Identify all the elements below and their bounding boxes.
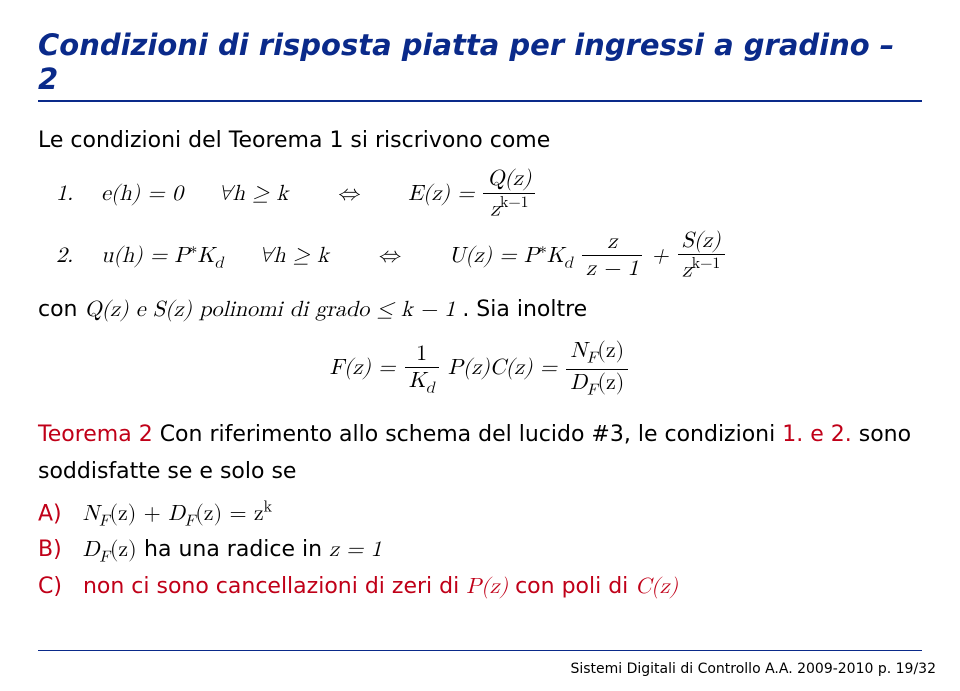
cond-2-plus: + (651, 245, 668, 267)
cond-2-frac1: z z − 1 (582, 230, 643, 281)
cond-2-frac1-den: z − 1 (582, 256, 643, 281)
item-b: B) DF(z) ha una radice in z = 1 (38, 537, 922, 567)
cond-1-label: 1. (56, 183, 73, 205)
footer-text: Sistemi Digitali di Controllo A.A. 2009-… (570, 661, 936, 677)
poly-post: . Sia inoltre (462, 297, 587, 322)
cond-2-lhs: u(h) = P∗Kd (101, 245, 230, 267)
cond-2-rhs: U(z) = P∗Kd (449, 245, 580, 267)
item-a: A) NF(z) + DF(z) = zk (38, 499, 922, 532)
fz-frac1-num: 1 (405, 342, 439, 368)
cond-1-quant: ∀h ≥ k (218, 183, 288, 205)
item-b-text: ha una radice in (144, 537, 329, 562)
item-c: C) non ci sono cancellazioni di zeri di … (38, 574, 922, 600)
theorem-2-conds: 1. e 2. (782, 422, 852, 447)
item-a-body: NF(z) + DF(z) = zk (83, 503, 272, 525)
cond-2-frac1-num: z (582, 230, 643, 256)
cond-1-rhs-lhs: E(z) = (408, 183, 474, 205)
page-title: Condizioni di risposta piatta per ingres… (38, 28, 922, 96)
cond-2-quant: ∀h ≥ k (259, 245, 329, 267)
cond-1-frac-den: zk−1 (483, 194, 535, 222)
cond-2-frac2-den: zk−1 (678, 255, 725, 283)
footer-rule (38, 650, 922, 651)
fz-equation: F(z) = 1 Kd P(z)C(z) = NF(z) DF(z) (38, 339, 922, 400)
poly-mid: Q(z) e S(z) polinomi di grado ≤ k − 1 (85, 299, 456, 321)
cond-1-lhs: e(h) = 0 (101, 183, 183, 205)
item-c-pz: P(z) (466, 576, 508, 598)
poly-pre: con (38, 297, 85, 322)
fz-mid: P(z)C(z) = (448, 357, 557, 379)
cond-1: 1. e(h) = 0 ∀h ≥ k ⇔ E(z) = Q(z) zk−1 (38, 167, 922, 221)
fz-frac1: 1 Kd (405, 342, 439, 398)
fz-frac2-den: DF(z) (566, 370, 628, 400)
item-a-label: A) (38, 501, 62, 526)
item-c-text2: con poli di (515, 574, 635, 599)
intro-text: Le condizioni del Teorema 1 si riscrivon… (38, 122, 922, 159)
cond-1-iff: ⇔ (337, 183, 359, 205)
fz-frac2: NF(z) DF(z) (566, 339, 628, 400)
cond-2-iff: ⇔ (378, 245, 400, 267)
item-c-label: C) (38, 574, 62, 599)
item-c-text1: non ci sono cancellazioni di zeri di (83, 574, 466, 599)
item-b-df: DF(z) (83, 539, 144, 561)
cond-2-frac2-num: S(z) (678, 229, 725, 255)
theorem-2-label: Teorema 2 (38, 422, 153, 447)
item-b-eq: z = 1 (329, 539, 382, 561)
cond-1-frac: Q(z) zk−1 (483, 167, 535, 221)
title-rule (38, 100, 922, 102)
theorem-2-mid: Con riferimento allo schema del lucido #… (153, 422, 783, 447)
theorem-2-text: Teorema 2 Con riferimento allo schema de… (38, 416, 922, 491)
cond-2-label: 2. (56, 245, 73, 267)
item-b-label: B) (38, 537, 62, 562)
fz-frac1-den: Kd (405, 368, 439, 398)
item-c-cz: C(z) (635, 576, 678, 598)
cond-1-frac-num: Q(z) (483, 167, 535, 193)
cond-2-frac2: S(z) zk−1 (678, 229, 725, 283)
fz-frac2-num: NF(z) (566, 339, 628, 370)
cond-2: 2. u(h) = P∗Kd ∀h ≥ k ⇔ U(z) = P∗Kd z z … (38, 229, 922, 283)
poly-degree-line: con Q(z) e S(z) polinomi di grado ≤ k − … (38, 291, 922, 329)
fz-lhs: F(z) = (330, 357, 396, 379)
